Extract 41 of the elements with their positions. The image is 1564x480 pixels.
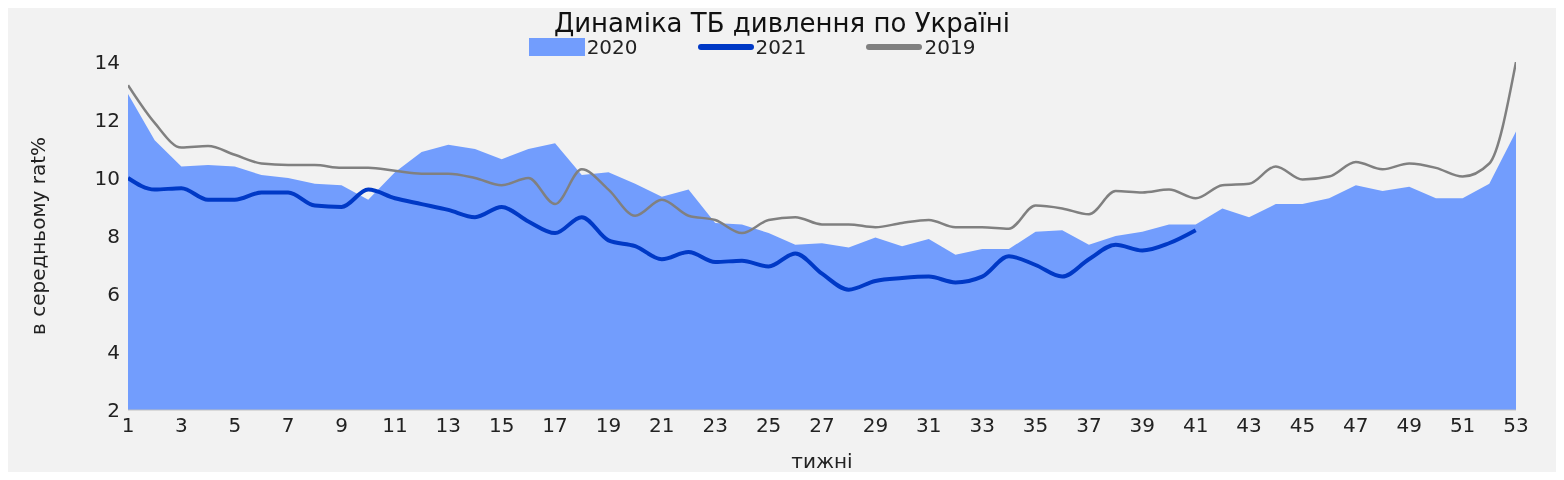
x-tick-label: 49 <box>1396 413 1422 438</box>
x-tick-label: 27 <box>809 413 835 438</box>
y-tick-label: 8 <box>107 224 120 249</box>
x-tick-label: 39 <box>1129 413 1156 438</box>
x-tick-label: 47 <box>1343 413 1369 438</box>
x-tick-label: 31 <box>916 413 942 438</box>
legend-label: 2021 <box>755 35 807 59</box>
x-tick-label: 21 <box>649 413 675 438</box>
x-tick-label: 41 <box>1182 413 1209 438</box>
x-tick-label: 53 <box>1503 413 1529 438</box>
x-tick-label: 33 <box>969 413 995 438</box>
y-tick-label: 2 <box>107 398 120 423</box>
x-tick-label: 13 <box>435 413 462 438</box>
legend-label: 2020 <box>586 35 638 59</box>
line-series <box>128 62 1516 235</box>
x-axis-title: тижні <box>791 449 853 473</box>
x-tick-label: 1 <box>121 413 135 438</box>
x-tick-label: 5 <box>228 413 242 438</box>
x-tick-label: 15 <box>488 413 515 438</box>
x-tick-label: 35 <box>1022 413 1049 438</box>
x-tick-label: 17 <box>542 413 568 438</box>
y-tick-label: 4 <box>107 340 120 365</box>
x-tick-label: 7 <box>281 413 295 438</box>
x-tick-label: 29 <box>862 413 889 438</box>
y-tick-label: 14 <box>94 50 120 75</box>
x-tick-label: 25 <box>755 413 782 438</box>
x-tick-label: 3 <box>175 413 188 438</box>
y-tick-label: 12 <box>94 108 120 133</box>
line-series <box>128 176 1198 292</box>
y-tick-label: 6 <box>107 282 120 307</box>
y-axis-title: в середньому rat% <box>26 137 51 335</box>
y-tick-label: 10 <box>94 166 120 191</box>
x-tick-label: 37 <box>1076 413 1102 438</box>
x-tick-label: 45 <box>1289 413 1316 438</box>
x-tick-label: 43 <box>1236 413 1262 438</box>
x-tick-label: 11 <box>382 413 408 438</box>
x-tick-label: 19 <box>595 413 622 438</box>
x-tick-label: 9 <box>335 413 348 438</box>
x-tick-label: 23 <box>702 413 728 438</box>
x-tick-label: 51 <box>1449 413 1476 438</box>
chart-title: Динаміка ТБ дивлення по Україні <box>552 8 1012 38</box>
